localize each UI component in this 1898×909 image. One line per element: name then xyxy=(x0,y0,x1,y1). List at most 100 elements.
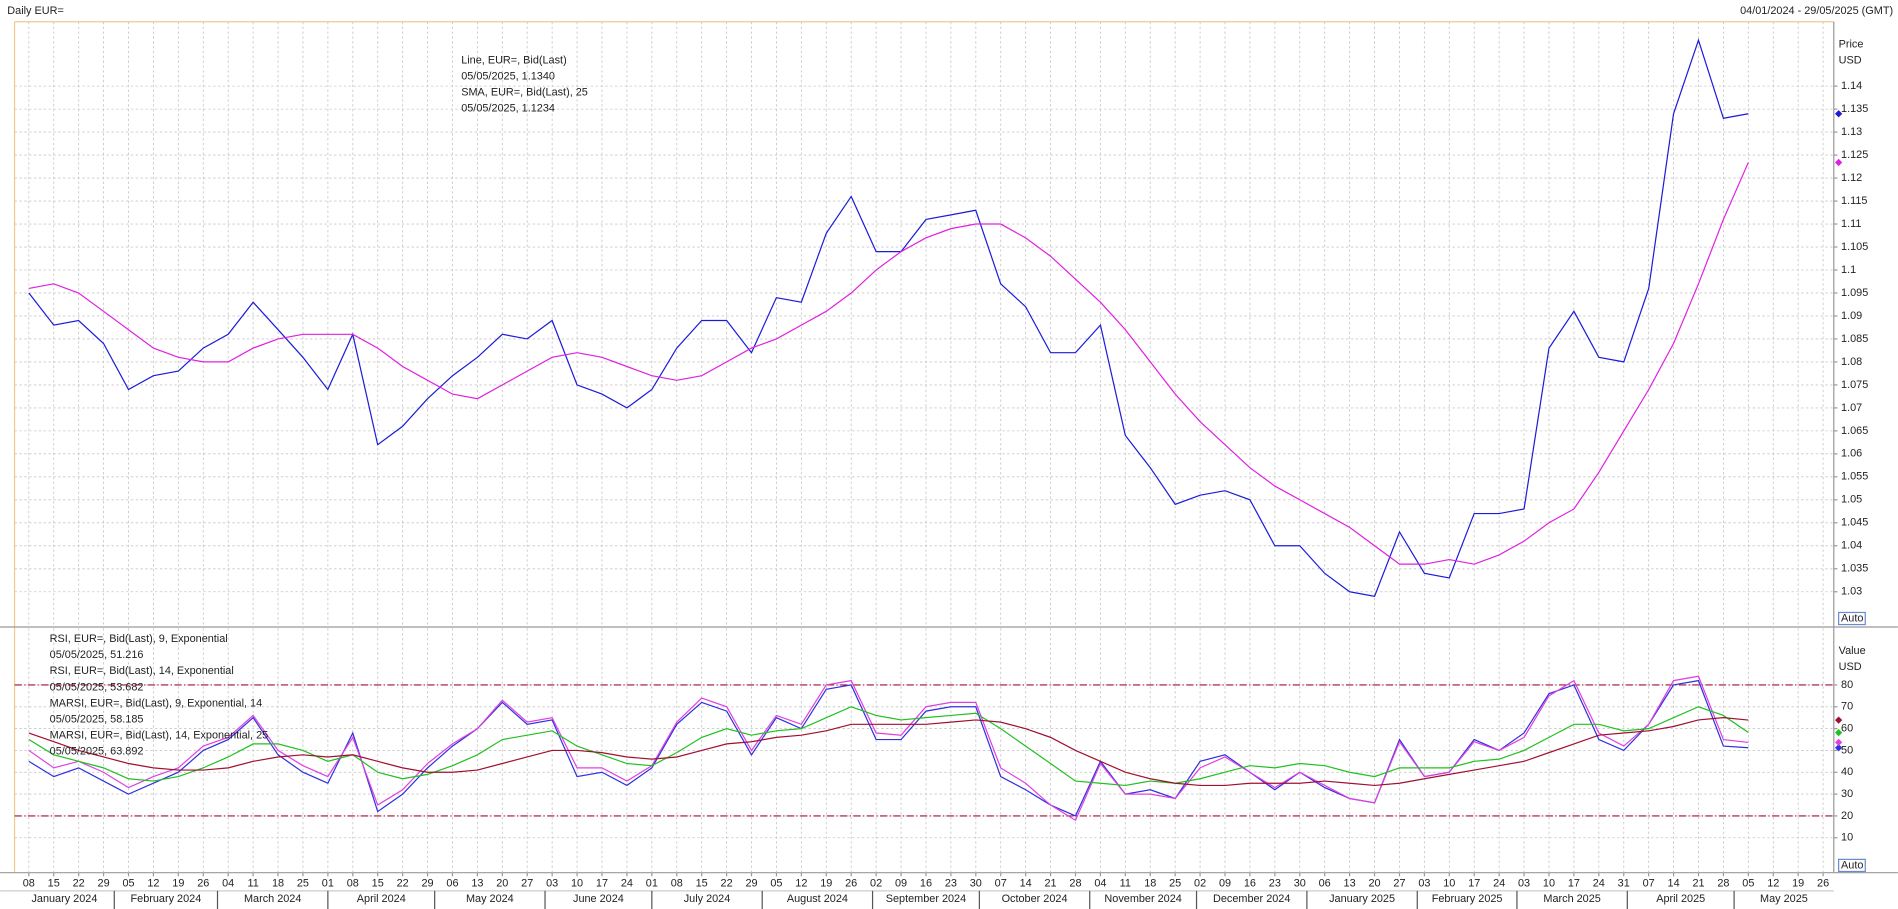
month-label: February 2025 xyxy=(1432,893,1503,905)
x-tick-label: 17 xyxy=(596,877,608,889)
x-tick-label: 02 xyxy=(1194,877,1206,889)
y-tick-label: 1.125 xyxy=(1841,149,1868,161)
x-tick-label: 03 xyxy=(1418,877,1430,889)
x-tick-label: 12 xyxy=(1767,877,1779,889)
x-tick-label: 23 xyxy=(1269,877,1281,889)
y-tick-label: 60 xyxy=(1841,722,1853,734)
x-tick-label: 17 xyxy=(1568,877,1580,889)
legend-entry: SMA, EUR=, Bid(Last), 25 xyxy=(461,87,588,99)
y-axis-label: Value xyxy=(1839,645,1866,657)
x-tick-label: 20 xyxy=(496,877,508,889)
x-tick-label: 16 xyxy=(1244,877,1256,889)
x-tick-label: 11 xyxy=(1120,877,1131,889)
x-tick-label: 22 xyxy=(397,877,409,889)
y-tick-label: 1.035 xyxy=(1841,563,1868,575)
y-tick-label: 30 xyxy=(1841,788,1853,800)
x-tick-label: 01 xyxy=(646,877,658,889)
x-tick-label: 28 xyxy=(1069,877,1081,889)
last-value-marker xyxy=(1835,110,1843,118)
x-tick-label: 06 xyxy=(446,877,458,889)
x-tick-label: 20 xyxy=(1368,877,1380,889)
x-tick-label: 01 xyxy=(322,877,334,889)
y-tick-label: 1.05 xyxy=(1841,494,1862,506)
x-tick-label: 16 xyxy=(920,877,932,889)
x-tick-label: 05 xyxy=(770,877,782,889)
legend-entry: Line, EUR=, Bid(Last) xyxy=(461,54,566,66)
month-label: March 2024 xyxy=(244,893,301,905)
x-tick-label: 25 xyxy=(1169,877,1181,889)
x-tick-label: 29 xyxy=(421,877,433,889)
y-axis-unit: USD xyxy=(1839,54,1862,66)
x-tick-label: 15 xyxy=(696,877,708,889)
series-line xyxy=(28,38,1749,598)
month-label: February 2024 xyxy=(131,893,202,905)
last-value-marker xyxy=(1835,158,1843,167)
x-tick-label: 27 xyxy=(521,877,533,889)
x-tick-label: 26 xyxy=(197,877,209,889)
month-label: October 2024 xyxy=(1002,893,1068,905)
x-tick-label: 23 xyxy=(945,877,957,889)
x-tick-label: 02 xyxy=(870,877,882,889)
x-tick-label: 19 xyxy=(172,877,184,889)
x-tick-label: 14 xyxy=(1668,877,1680,889)
x-tick-label: 04 xyxy=(1094,877,1106,889)
x-tick-label: 29 xyxy=(745,877,757,889)
x-tick-label: 28 xyxy=(1717,877,1729,889)
y-tick-label: 1.095 xyxy=(1841,287,1868,299)
x-tick-label: 13 xyxy=(471,877,483,889)
y-tick-label: 1.03 xyxy=(1841,586,1862,598)
legend-last-value: 05/05/2025, 58.185 xyxy=(50,713,144,725)
y-tick-label: 40 xyxy=(1841,766,1853,778)
month-label: April 2025 xyxy=(1656,893,1705,905)
y-tick-label: 1.14 xyxy=(1841,80,1862,92)
auto-button[interactable] xyxy=(1838,858,1866,873)
y-tick-label: 1.075 xyxy=(1841,379,1868,391)
y-tick-label: 10 xyxy=(1841,832,1853,844)
y-tick-label: 1.07 xyxy=(1841,402,1862,414)
y-tick-label: 1.09 xyxy=(1841,310,1862,322)
x-tick-label: 26 xyxy=(1817,877,1829,889)
date-range: 04/01/2024 - 29/05/2025 (GMT) xyxy=(1740,5,1893,17)
x-tick-label: 22 xyxy=(73,877,85,889)
x-tick-label: 09 xyxy=(1219,877,1231,889)
month-label: April 2024 xyxy=(357,893,406,905)
month-label: June 2024 xyxy=(573,893,624,905)
auto-button[interactable] xyxy=(1838,611,1866,626)
month-label: November 2024 xyxy=(1104,893,1181,905)
y-tick-label: 1.08 xyxy=(1841,356,1862,368)
month-label: January 2024 xyxy=(31,893,97,905)
month-label: July 2024 xyxy=(684,893,731,905)
x-tick-label: 08 xyxy=(23,877,35,889)
auto-button-label[interactable]: Auto xyxy=(1841,859,1863,871)
x-tick-label: 21 xyxy=(1045,877,1057,889)
x-tick-label: 12 xyxy=(147,877,159,889)
y-tick-label: 1.085 xyxy=(1841,333,1868,345)
x-tick-label: 04 xyxy=(222,877,234,889)
y-axis-label: Price xyxy=(1839,39,1864,51)
series-line xyxy=(28,675,1749,822)
legend-last-value: 05/05/2025, 63.892 xyxy=(50,746,144,758)
y-tick-label: 70 xyxy=(1841,701,1853,713)
x-tick-label: 08 xyxy=(671,877,683,889)
y-tick-label: 1.04 xyxy=(1841,540,1862,552)
x-tick-label: 18 xyxy=(272,877,284,889)
x-tick-label: 10 xyxy=(1443,877,1455,889)
x-tick-label: 15 xyxy=(48,877,60,889)
x-tick-label: 30 xyxy=(1294,877,1306,889)
x-tick-label: 31 xyxy=(1618,877,1630,889)
x-tick-label: 22 xyxy=(721,877,733,889)
x-tick-label: 29 xyxy=(98,877,110,889)
y-tick-label: 50 xyxy=(1841,744,1853,756)
last-value-marker xyxy=(1835,728,1843,737)
x-tick-label: 26 xyxy=(845,877,857,889)
month-label: May 2024 xyxy=(466,893,514,905)
auto-button-label[interactable]: Auto xyxy=(1841,612,1863,624)
legend-last-value: 05/05/2025, 51.216 xyxy=(50,649,144,661)
x-tick-label: 07 xyxy=(995,877,1007,889)
x-tick-label: 10 xyxy=(1543,877,1555,889)
x-tick-label: 19 xyxy=(820,877,832,889)
x-tick-label: 19 xyxy=(1792,877,1804,889)
y-tick-label: 1.045 xyxy=(1841,517,1868,529)
x-tick-label: 24 xyxy=(1593,877,1605,889)
